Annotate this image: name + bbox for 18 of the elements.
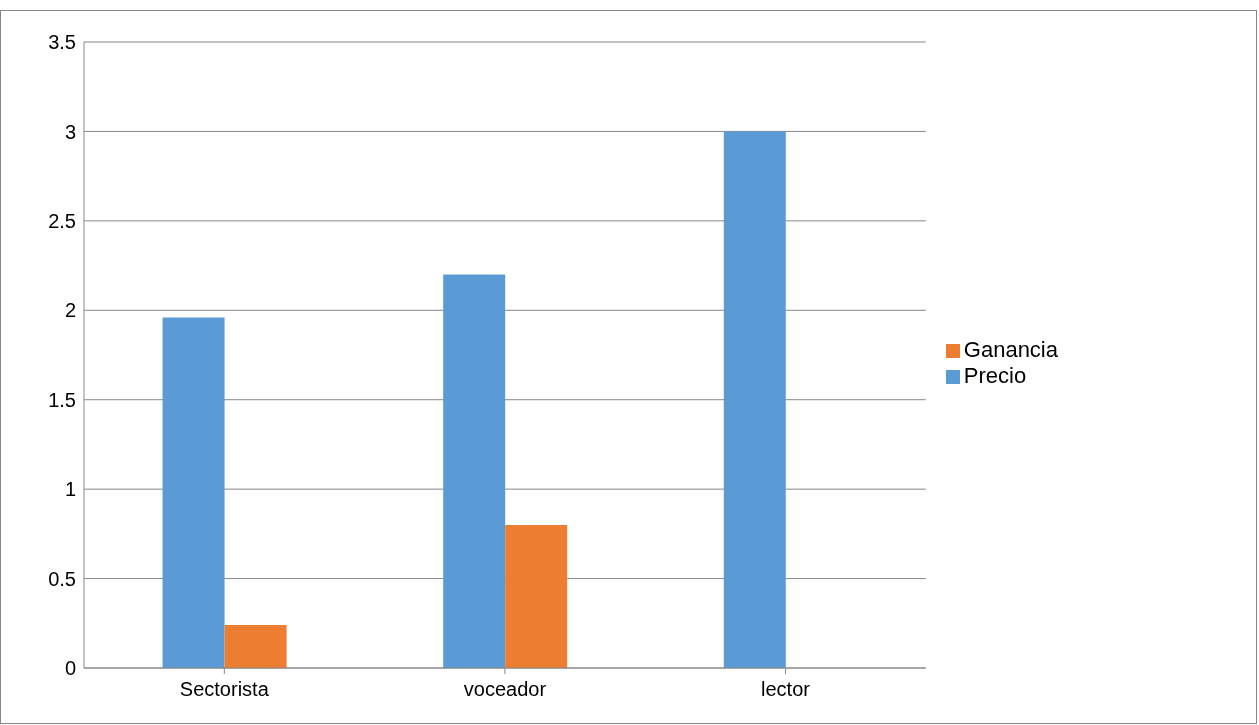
y-tick-label: 0 <box>64 657 76 680</box>
x-tick-label: lector <box>761 678 811 701</box>
y-tick-label: 2.5 <box>48 209 76 232</box>
y-tick-label: 0.5 <box>48 567 76 590</box>
x-tick-label: Sectorista <box>179 678 270 701</box>
legend-label: Ganancia <box>963 336 1058 362</box>
y-tick-label: 2 <box>64 299 76 322</box>
bar <box>224 625 287 668</box>
legend-label: Precio <box>963 362 1027 388</box>
bar <box>443 274 506 668</box>
y-tick-label: 1.5 <box>48 388 76 411</box>
bar <box>723 131 786 668</box>
bar <box>162 317 225 668</box>
y-tick-label: 3.5 <box>48 31 76 54</box>
y-tick-label: 1 <box>64 478 76 501</box>
x-tick-label: voceador <box>463 678 547 701</box>
y-tick-label: 3 <box>64 120 76 143</box>
bar <box>505 524 568 668</box>
